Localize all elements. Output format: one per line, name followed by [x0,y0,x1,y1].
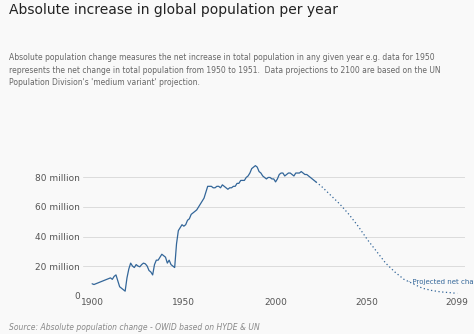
Text: Absolute increase in global population per year: Absolute increase in global population p… [9,3,338,17]
Text: Absolute population change measures the net increase in total population in any : Absolute population change measures the … [9,53,441,88]
Text: · Projected net change in population: · Projected net change in population [408,279,474,285]
Text: Source: Absolute population change - OWID based on HYDE & UN: Source: Absolute population change - OWI… [9,323,260,332]
